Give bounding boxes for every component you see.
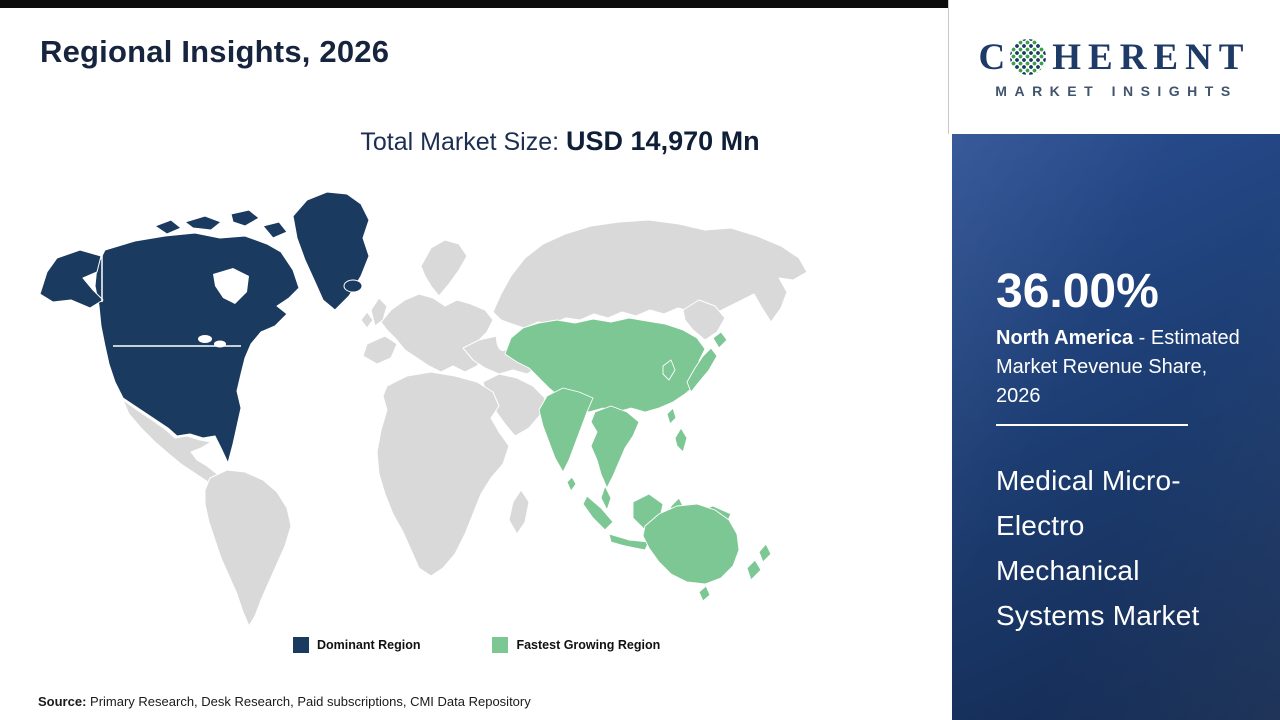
- region-greenland: [292, 191, 370, 311]
- legend-item-growing: Fastest Growing Region: [492, 637, 660, 653]
- landmass-africa: [376, 371, 510, 577]
- water-hudson-bay: [213, 268, 249, 304]
- map-legend: Dominant Region Fastest Growing Region: [293, 637, 660, 653]
- region-sumatra: [582, 495, 614, 531]
- region-arctic-island-1: [154, 219, 182, 235]
- fastest-growing-region-label: Fastest Growing Region: [516, 638, 661, 652]
- landmass-uk: [370, 297, 388, 327]
- brand-logo: C HERENT MARKET INSIGHTS: [948, 0, 1280, 134]
- brand-wordmark: C HERENT: [979, 36, 1251, 79]
- region-australia: [642, 503, 740, 585]
- brand-letters-rest: HERENT: [1052, 36, 1251, 78]
- total-market-size: Total Market Size: USD 14,970 Mn: [160, 126, 960, 157]
- legend-item-dominant: Dominant Region: [293, 637, 420, 653]
- fastest-growing-region-swatch: [492, 637, 509, 653]
- region-hokkaido: [712, 331, 728, 349]
- landmass-madagascar: [508, 489, 530, 535]
- market-share-description: North America - Estimated Market Revenue…: [996, 324, 1248, 411]
- region-arctic-island-4: [262, 221, 288, 239]
- top-black-bar: [0, 0, 948, 8]
- landmass-russia-far-east: [682, 299, 726, 341]
- region-alaska: [39, 249, 104, 309]
- region-new-zealand-south: [746, 559, 762, 581]
- landmass-russia: [492, 219, 808, 329]
- page-title: Regional Insights, 2026: [40, 34, 390, 69]
- right-stats-panel: 36.00% North America - Estimated Market …: [952, 134, 1280, 720]
- source-text: Primary Research, Desk Research, Paid su…: [90, 694, 531, 709]
- world-map: [39, 191, 808, 627]
- dominant-region-label: Dominant Region: [317, 638, 421, 652]
- water-great-lake-1: [198, 335, 212, 343]
- landmass-iberia: [362, 335, 398, 365]
- source-line: Source: Primary Research, Desk Research,…: [38, 694, 531, 709]
- landmass-south-america: [204, 469, 292, 627]
- region-indochina: [590, 405, 640, 489]
- globe-icon: [1010, 39, 1047, 75]
- region-philippines: [674, 427, 688, 453]
- region-arctic-island-3: [230, 209, 260, 227]
- region-japan: [686, 347, 718, 393]
- region-korea: [662, 359, 676, 381]
- region-iceland: [343, 279, 363, 293]
- region-java: [608, 533, 650, 551]
- region-sri-lanka: [566, 476, 577, 492]
- brand-letter-c: C: [978, 36, 1007, 78]
- panel-divider: [996, 424, 1188, 426]
- region-malay-peninsula: [600, 485, 612, 511]
- source-label: Source:: [38, 694, 87, 709]
- region-tasmania: [698, 585, 711, 602]
- region-name: North America: [996, 327, 1134, 349]
- region-india: [538, 387, 594, 473]
- share-description-text: - Estimated Market Revenue Share, 2026: [996, 327, 1240, 407]
- market-size-label: Total Market Size:: [360, 128, 560, 156]
- landmass-ireland: [360, 311, 374, 329]
- market-share-value: 36.00%: [996, 265, 1159, 318]
- brand-tagline: MARKET INSIGHTS: [995, 82, 1238, 99]
- landmass-scandinavia: [420, 239, 468, 297]
- dominant-region-swatch: [293, 637, 309, 653]
- landmass-mexico-central-america: [122, 399, 236, 497]
- region-arctic-island-2: [184, 215, 222, 231]
- region-north-america: [94, 232, 300, 464]
- market-title: Medical Micro-Electro Mechanical Systems…: [996, 465, 1200, 631]
- water-caspian-sea: [496, 325, 510, 351]
- region-taiwan: [666, 407, 677, 425]
- market-size-value: USD 14,970 Mn: [566, 126, 760, 156]
- region-new-zealand-north: [758, 543, 772, 563]
